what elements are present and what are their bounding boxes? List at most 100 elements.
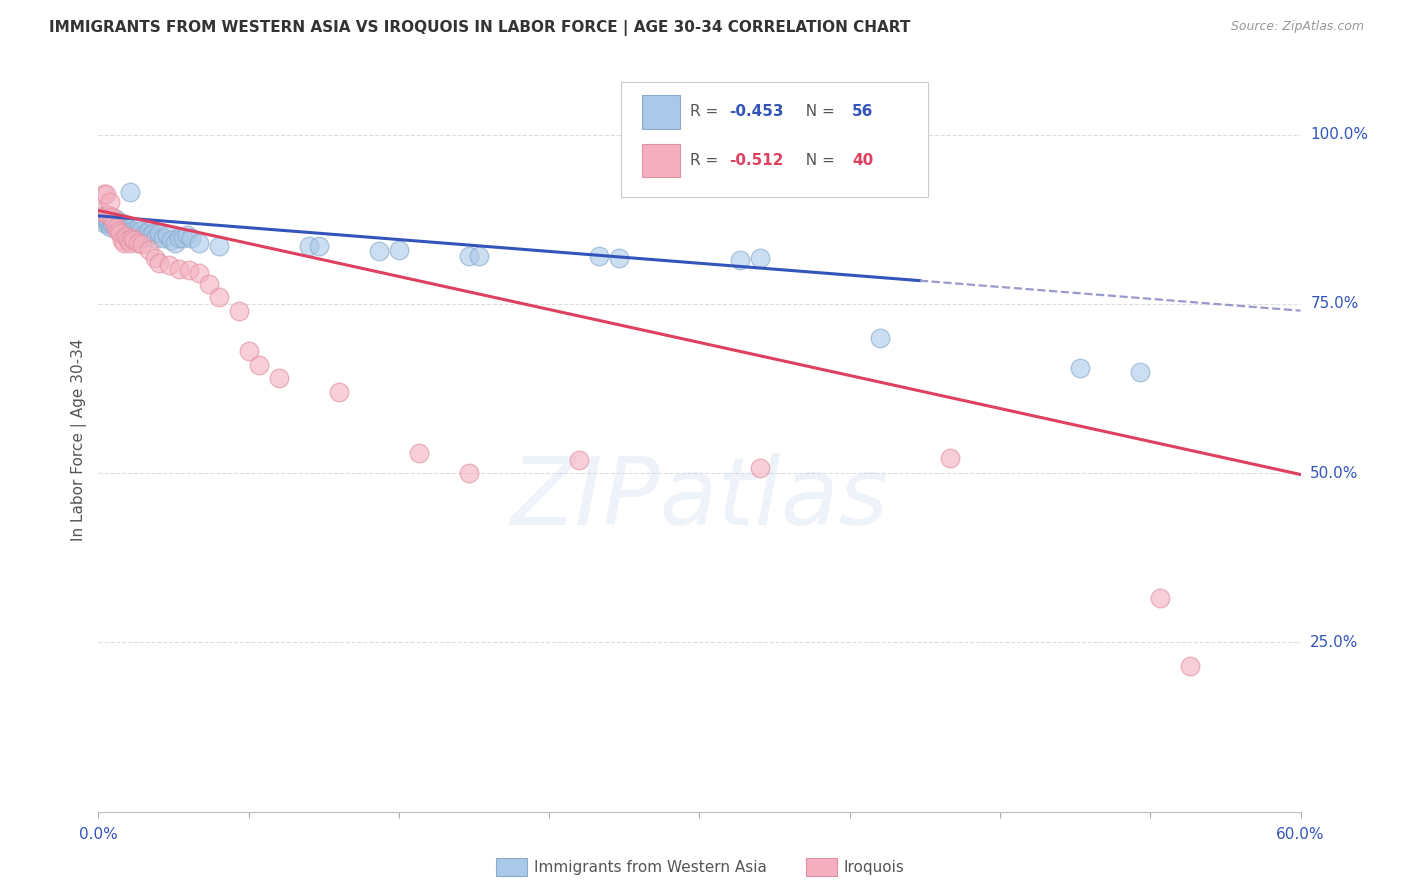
Point <box>869 331 891 345</box>
Point <box>96 207 118 221</box>
Point <box>107 221 129 235</box>
FancyBboxPatch shape <box>621 82 928 197</box>
Point <box>748 460 770 475</box>
Point <box>97 217 120 231</box>
Point <box>110 226 132 240</box>
Point <box>298 239 321 253</box>
Point <box>128 221 150 235</box>
Point <box>458 250 481 264</box>
Point <box>115 229 138 244</box>
Point <box>748 251 770 265</box>
Point <box>187 235 209 250</box>
Point <box>208 290 231 304</box>
Text: -0.453: -0.453 <box>730 104 785 120</box>
Text: -0.512: -0.512 <box>730 153 785 168</box>
Point <box>468 250 491 264</box>
Text: N =: N = <box>796 153 839 168</box>
Point <box>1069 361 1091 376</box>
Text: R =: R = <box>690 153 723 168</box>
Point <box>1129 365 1152 379</box>
Point <box>568 452 591 467</box>
Point <box>124 233 146 247</box>
Point <box>91 209 114 223</box>
Point <box>103 216 125 230</box>
Point <box>177 263 200 277</box>
Point <box>93 216 115 230</box>
Point <box>141 226 163 240</box>
Point <box>93 187 115 202</box>
Point <box>138 243 160 257</box>
FancyBboxPatch shape <box>641 95 681 128</box>
Point <box>159 233 181 247</box>
Point <box>208 239 231 253</box>
Text: R =: R = <box>690 104 723 120</box>
Text: 75.0%: 75.0% <box>1310 296 1358 311</box>
Point <box>120 235 142 250</box>
Point <box>197 277 219 291</box>
Point <box>117 233 139 247</box>
Point <box>107 217 129 231</box>
Point <box>388 243 411 257</box>
Point <box>1180 659 1202 673</box>
Text: Source: ZipAtlas.com: Source: ZipAtlas.com <box>1230 20 1364 33</box>
Point <box>114 235 136 250</box>
Point <box>134 226 156 240</box>
Point <box>101 216 124 230</box>
Point <box>93 212 115 227</box>
Point <box>1149 591 1171 606</box>
Point <box>308 239 330 253</box>
Point <box>155 227 177 242</box>
Point <box>111 216 134 230</box>
Text: 60.0%: 60.0% <box>1277 828 1324 843</box>
Point <box>100 211 122 225</box>
Point <box>172 230 194 244</box>
Point <box>101 211 124 225</box>
Point <box>110 219 132 233</box>
Point <box>609 251 631 265</box>
Point <box>588 250 610 264</box>
Point <box>97 207 120 221</box>
Point <box>111 233 134 247</box>
Point <box>114 224 136 238</box>
Point <box>143 230 166 244</box>
Point <box>180 230 202 244</box>
Point <box>105 221 128 235</box>
Point <box>131 230 153 244</box>
Point <box>120 185 142 199</box>
Point <box>176 227 198 242</box>
Point <box>939 451 962 466</box>
Point <box>131 237 153 252</box>
Point <box>458 466 481 480</box>
Point <box>157 258 180 272</box>
Point <box>139 227 162 242</box>
Point <box>105 215 128 229</box>
FancyBboxPatch shape <box>641 144 681 178</box>
Text: ZIPatlas: ZIPatlas <box>510 453 889 544</box>
Text: 0.0%: 0.0% <box>79 828 118 843</box>
Text: 100.0%: 100.0% <box>1310 128 1368 142</box>
Point <box>328 384 350 399</box>
Text: 40: 40 <box>852 153 873 168</box>
Point <box>100 219 122 234</box>
Point <box>103 213 125 227</box>
Text: Immigrants from Western Asia: Immigrants from Western Asia <box>534 860 768 874</box>
Point <box>167 261 190 276</box>
Point <box>105 211 128 226</box>
Point <box>128 235 150 250</box>
Point <box>148 256 170 270</box>
Point <box>97 214 120 228</box>
Text: N =: N = <box>796 104 839 120</box>
Point <box>129 224 152 238</box>
Text: 50.0%: 50.0% <box>1310 466 1358 481</box>
Point <box>107 224 129 238</box>
Point <box>728 252 751 267</box>
Point <box>91 205 114 219</box>
Point <box>121 230 143 244</box>
Point <box>267 371 290 385</box>
Point <box>101 219 124 233</box>
Point <box>408 446 430 460</box>
Text: 25.0%: 25.0% <box>1310 635 1358 650</box>
Point <box>103 216 125 230</box>
Point <box>228 303 250 318</box>
Point <box>117 221 139 235</box>
